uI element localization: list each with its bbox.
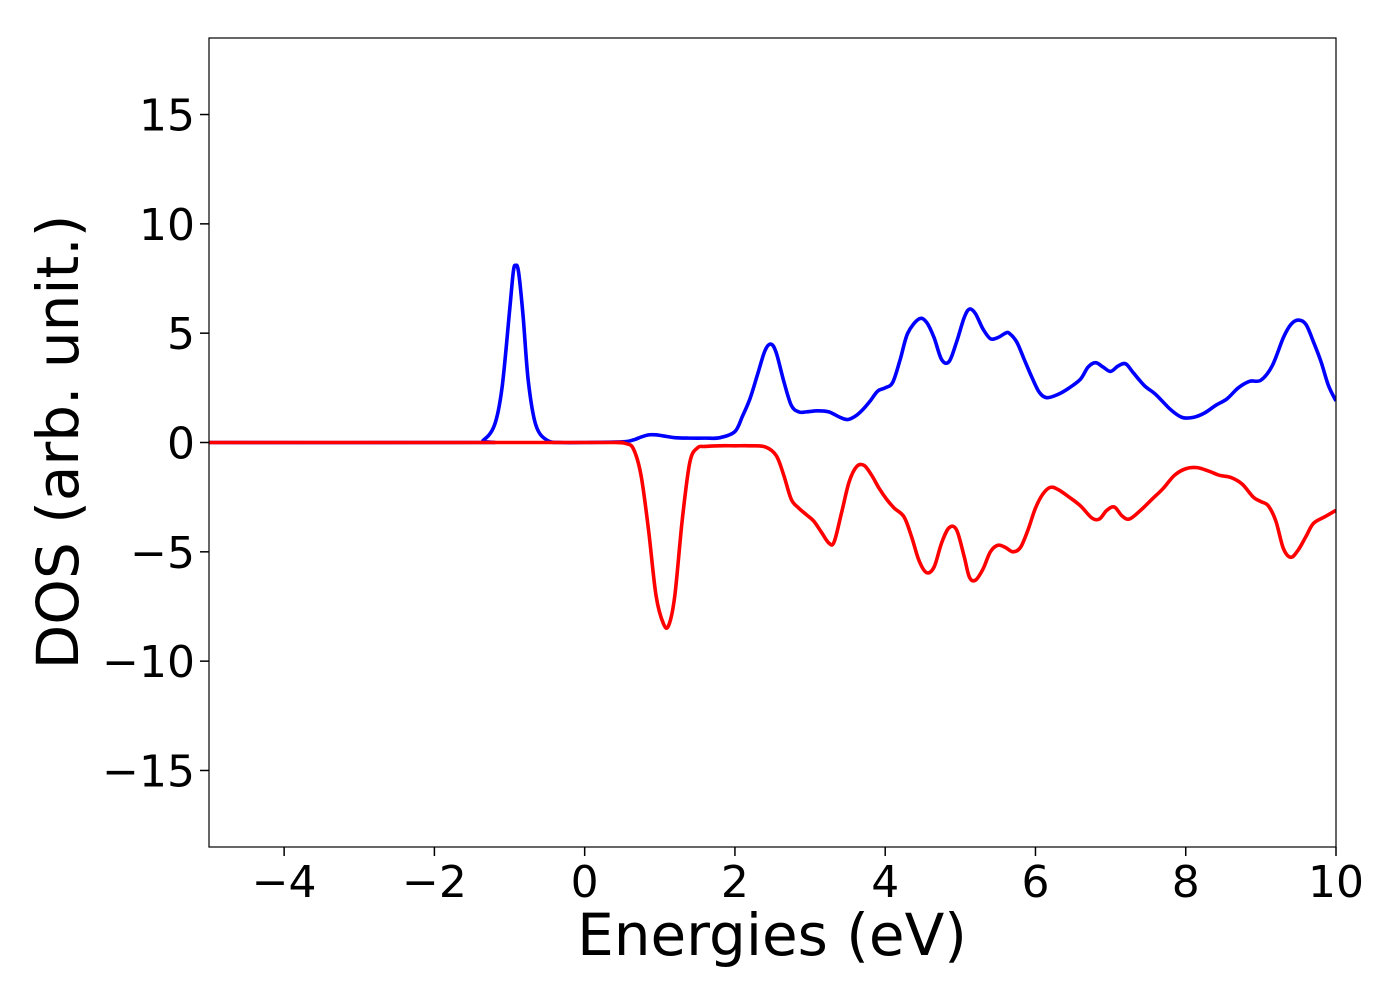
y-tick-label: −5 <box>130 528 195 579</box>
y-tick-label: −15 <box>102 746 195 797</box>
x-tick-label: 4 <box>871 857 899 908</box>
x-tick-label: 0 <box>571 857 599 908</box>
y-tick-label: −10 <box>102 637 195 688</box>
x-tick-label: −2 <box>402 857 467 908</box>
y-axis-title: DOS (arb. unit.) <box>24 215 92 670</box>
y-tick-label: 5 <box>167 309 195 360</box>
y-tick-label: 15 <box>139 91 195 142</box>
x-axis-title: Energies (eV) <box>577 901 967 969</box>
y-axis: 15 10 5 0 −5 −10 −15 <box>102 91 209 797</box>
y-tick-label: 10 <box>139 200 195 251</box>
x-axis: −4 −2 0 2 4 6 8 10 <box>252 847 1364 908</box>
y-tick-label: 0 <box>167 419 195 470</box>
x-tick-label: 8 <box>1172 857 1200 908</box>
x-tick-label: −4 <box>252 857 317 908</box>
x-tick-label: 10 <box>1308 857 1364 908</box>
x-tick-label: 2 <box>721 857 749 908</box>
x-tick-label: 6 <box>1021 857 1049 908</box>
series-line-2 <box>209 440 1336 630</box>
series-layer <box>209 263 1336 630</box>
